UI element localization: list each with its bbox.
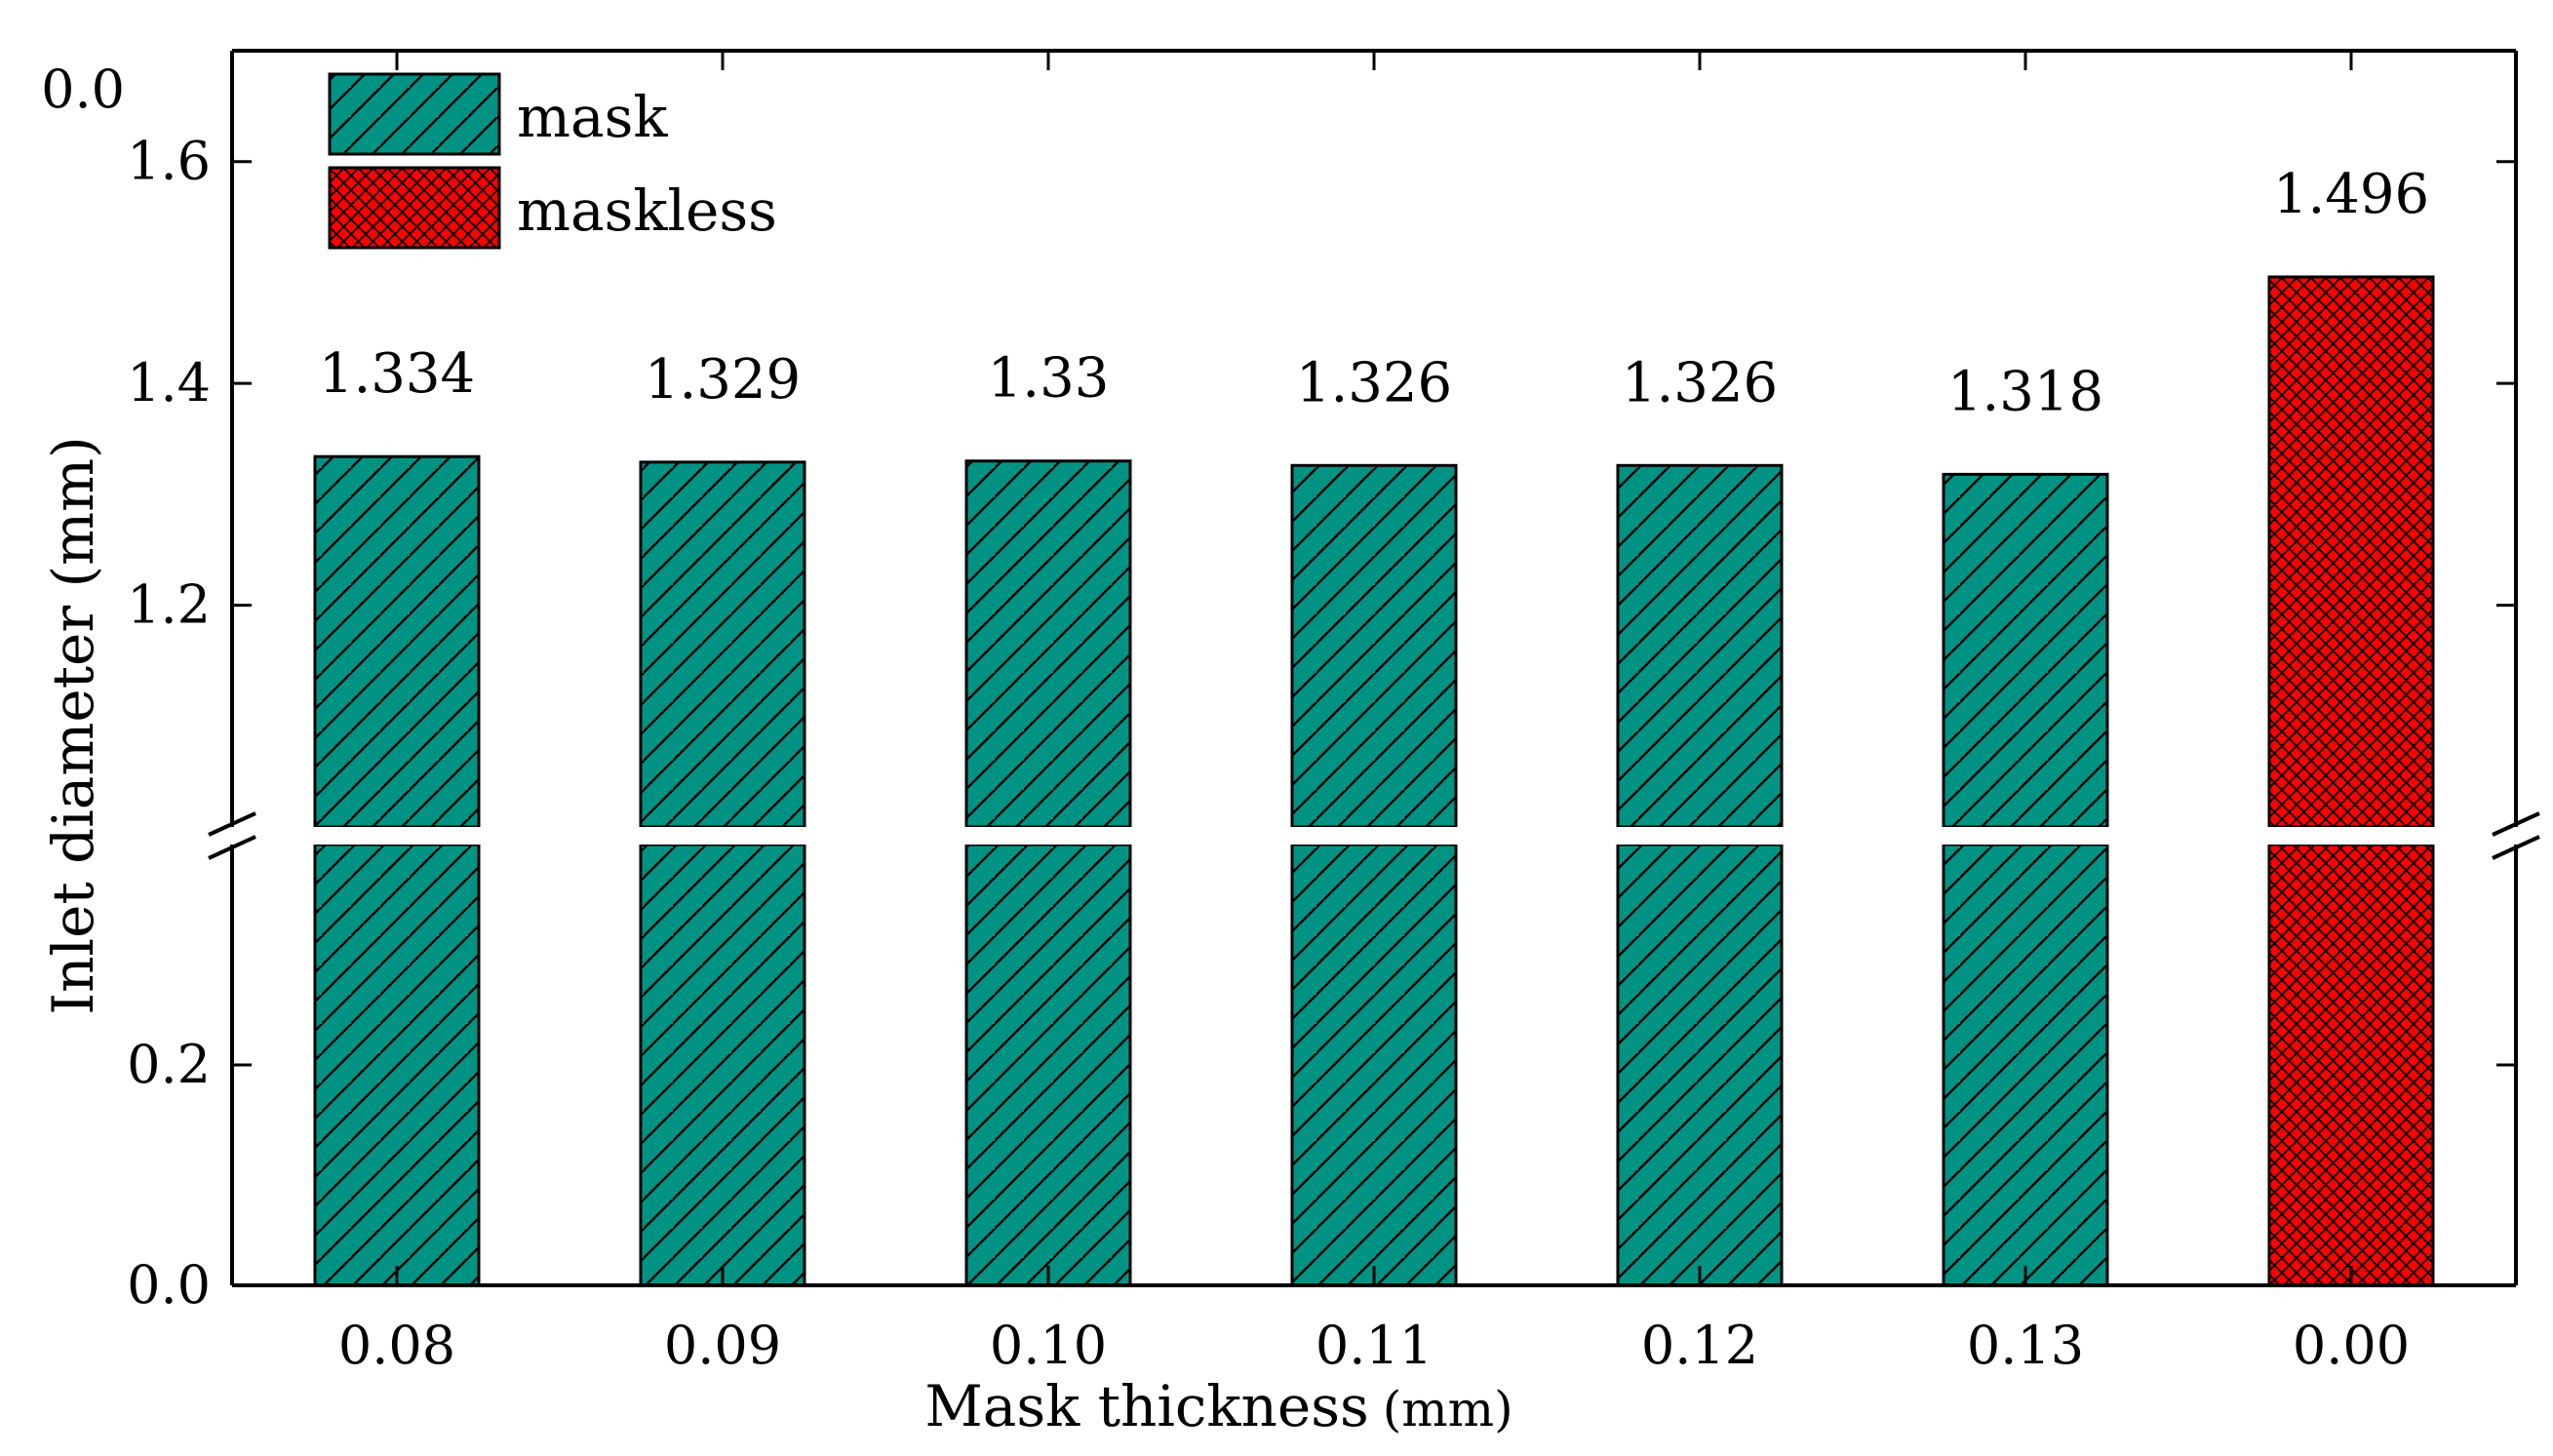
bar-0.13-lower xyxy=(1942,843,2109,1287)
data-label-0.13: 1.318 xyxy=(1947,360,2103,423)
legend-swatch-maskless xyxy=(328,166,501,250)
bar-0.08-upper xyxy=(313,454,481,829)
bar-0.12-upper xyxy=(1616,463,1784,829)
x-tick-label-0.12: 0.12 xyxy=(1641,1315,1758,1376)
data-label-0.10: 1.33 xyxy=(988,347,1110,411)
legend-swatch-mask xyxy=(328,72,501,156)
bar-0.08-lower xyxy=(313,843,481,1287)
y-tick-0.0-label: 0.0 xyxy=(127,1254,211,1316)
bar-0.13-upper xyxy=(1942,472,2109,829)
legend-label-mask: mask xyxy=(517,84,668,150)
x-tick-label-0.10: 0.10 xyxy=(990,1315,1107,1376)
y-tick-1.6-label: 1.6 xyxy=(127,131,211,192)
y-axis-title: Inlet diameter (mm) xyxy=(40,436,106,1015)
legend: mask maskless xyxy=(328,72,777,250)
data-label-0.08: 1.334 xyxy=(319,342,475,406)
data-label-0.12: 1.326 xyxy=(1622,351,1778,414)
bar-0.10-lower xyxy=(964,843,1132,1287)
data-labels: 1.334 0.08 1.329 0.09 1.33 0.10 1.326 0.11 1.326… xyxy=(41,59,2429,1376)
bar-0.11-upper xyxy=(1290,463,1458,829)
x-tick-label-0.08: 0.08 xyxy=(338,1315,455,1376)
x-axis-title: Mask thickness (mm) xyxy=(924,1373,1512,1439)
bars-layer xyxy=(313,275,2435,1287)
bar-0.11-lower xyxy=(1290,843,1458,1287)
x-tick-label-0.11: 0.11 xyxy=(1316,1315,1433,1376)
data-label-0.11: 1.326 xyxy=(1296,351,1452,414)
break-gap xyxy=(195,827,2553,845)
bar-0.00-lower xyxy=(2267,843,2435,1287)
x-axis-title-text: Mask thickness xyxy=(924,1373,1368,1439)
y-tick-1.2-label: 1.2 xyxy=(127,574,211,636)
x-tick-label-0.09: 0.09 xyxy=(664,1315,781,1376)
bar-0.10-upper xyxy=(964,459,1132,829)
bar-0.09-upper xyxy=(639,460,806,829)
x-axis-title-unit: (mm) xyxy=(1383,1381,1513,1437)
bar-0.09-lower xyxy=(639,843,806,1287)
y-upper-extra-label: 0.0 xyxy=(41,59,125,120)
data-label-0.09: 1.329 xyxy=(645,348,801,412)
y-tick-1.4-label: 1.4 xyxy=(127,352,211,413)
data-label-0.00: 1.496 xyxy=(2273,163,2429,226)
bar-0.12-lower xyxy=(1616,843,1784,1287)
axis-ticks xyxy=(232,51,2516,1287)
y-tick-0.2-label: 0.2 xyxy=(127,1034,211,1095)
bar-0.00-upper xyxy=(2267,275,2435,829)
x-tick-label-0.00: 0.00 xyxy=(2293,1315,2410,1376)
x-tick-label-0.13: 0.13 xyxy=(1967,1315,2084,1376)
legend-label-maskless: maskless xyxy=(517,177,777,244)
